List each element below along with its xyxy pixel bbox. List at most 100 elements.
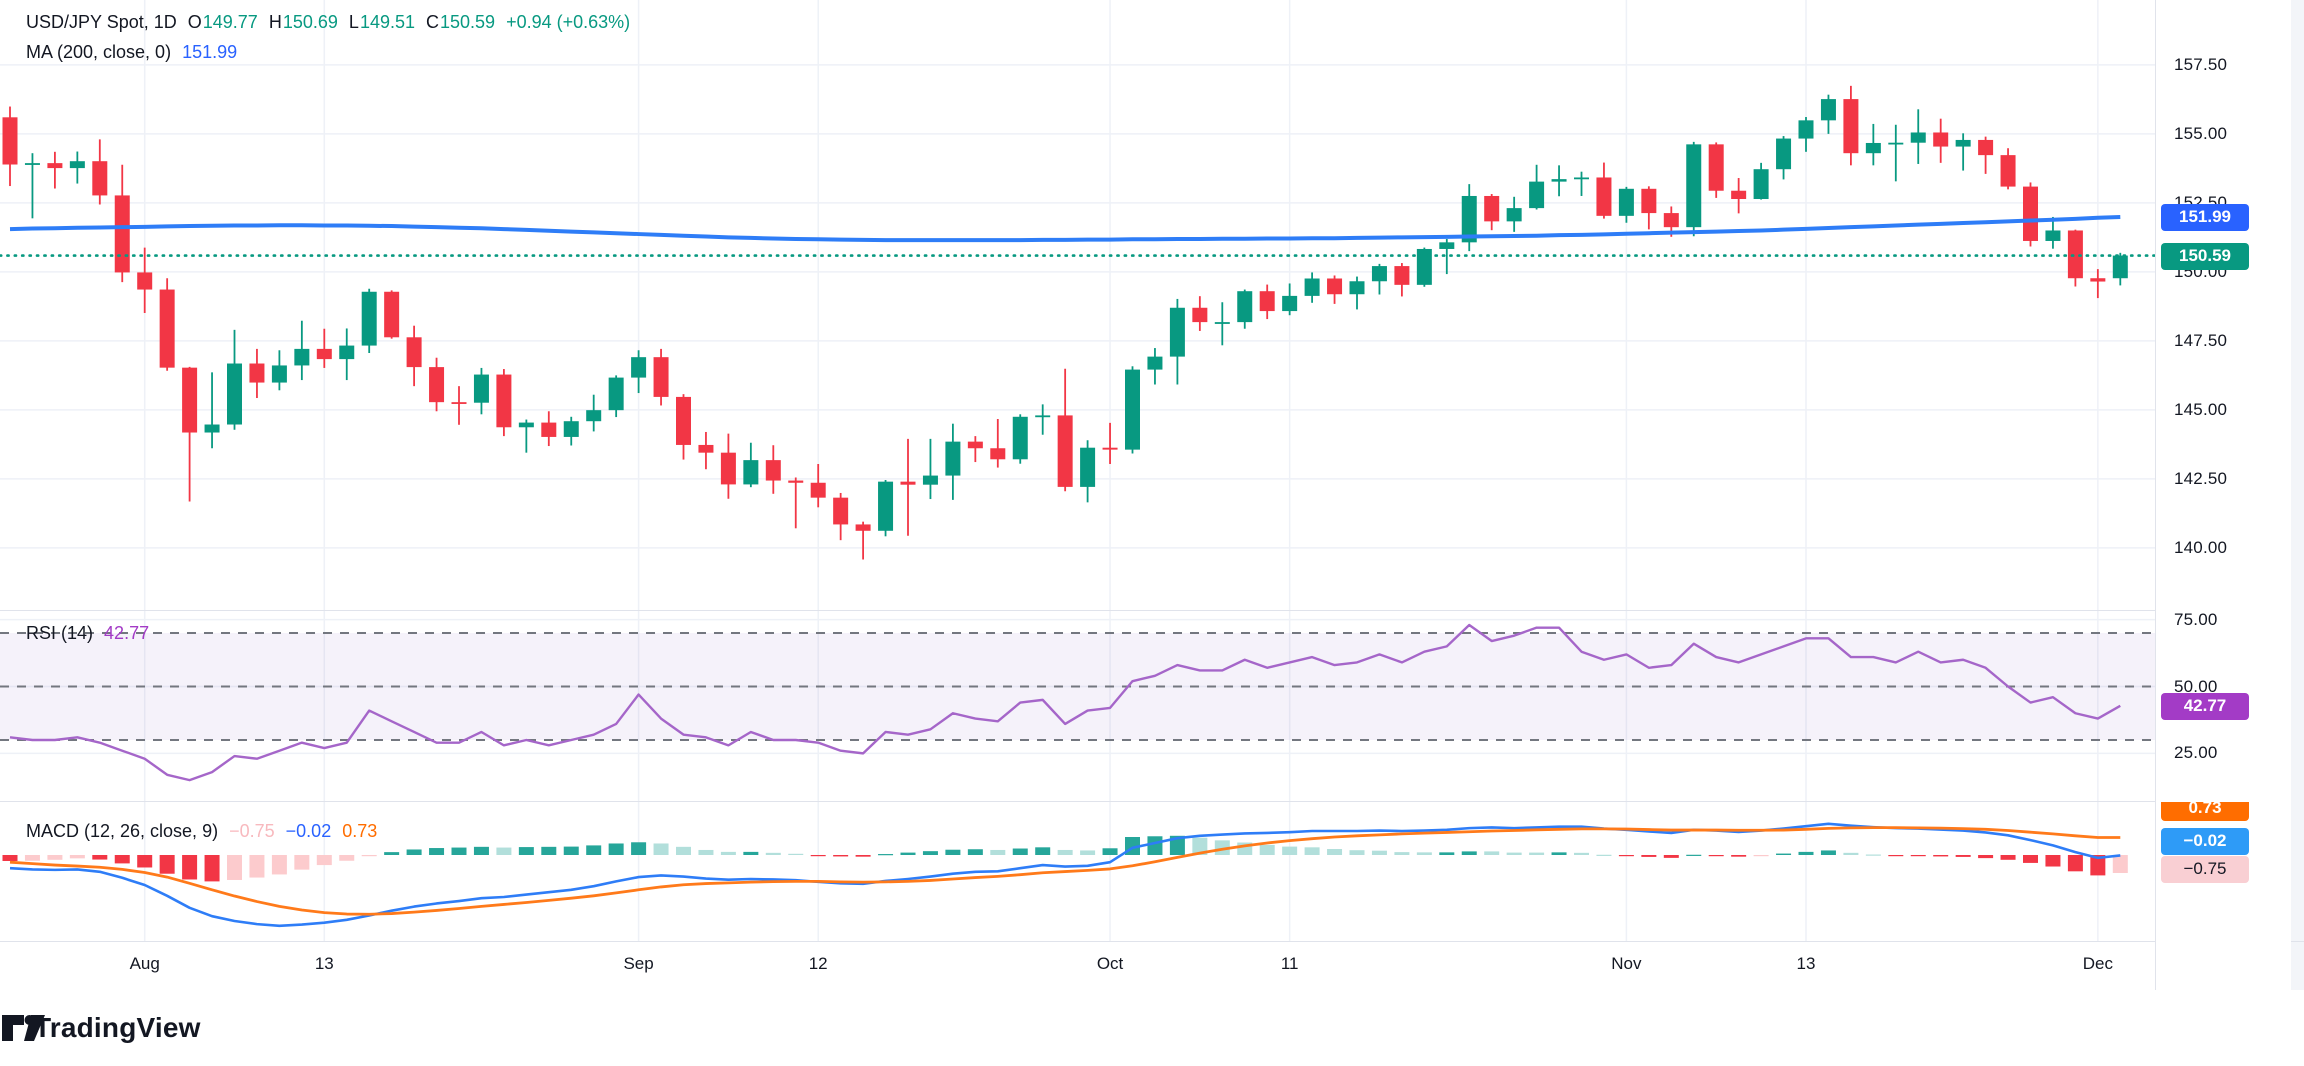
hist-bar xyxy=(316,855,332,866)
hist-bar xyxy=(137,855,153,868)
candle-body xyxy=(967,441,983,449)
change-value: +0.94 (+0.63%) xyxy=(506,12,631,32)
candle-body xyxy=(563,421,579,437)
macd-signal-line xyxy=(9,826,2121,916)
symbol-legend[interactable]: USD/JPY Spot, 1D O149.77 H150.69 L149.51… xyxy=(26,9,636,35)
macd-pane[interactable] xyxy=(0,801,2155,941)
candle-body xyxy=(1214,322,1230,324)
candle-body xyxy=(1641,188,1657,214)
candle-body xyxy=(922,475,938,485)
hist-bar xyxy=(1933,855,1949,857)
candle-body xyxy=(1349,281,1365,295)
hist-bar xyxy=(1169,835,1185,855)
candle-body xyxy=(1484,195,1500,222)
candle-body xyxy=(451,402,467,404)
candle-body xyxy=(159,289,175,368)
candle-body xyxy=(1416,248,1432,285)
hist-bar xyxy=(1327,849,1343,855)
time-tick-label: Oct xyxy=(1096,954,1124,973)
price-scale-axis[interactable]: 157.50 155.00 152.50 150.00 147.50 145.00 142.… xyxy=(2155,0,2291,990)
candle-body xyxy=(878,481,894,531)
hist-bar xyxy=(1259,844,1275,855)
pane-separator-2[interactable] xyxy=(0,801,2304,802)
hist-bar xyxy=(900,852,916,855)
hist-bar xyxy=(608,843,624,855)
candle-body xyxy=(900,481,916,485)
hist-bar xyxy=(92,855,108,860)
candle-body xyxy=(1820,99,1836,121)
time-tick-label: 11 xyxy=(1280,954,1299,973)
hist-bar xyxy=(720,851,736,855)
hist-bar xyxy=(922,851,938,855)
candle-body xyxy=(1753,169,1769,200)
candle-body xyxy=(2112,255,2128,279)
open-label: O xyxy=(187,12,202,32)
price-badge: 42.77 xyxy=(2161,692,2249,720)
axis-tick-label: 75.00 xyxy=(2174,609,2218,629)
candle-body xyxy=(2090,278,2106,282)
tradingview-logo[interactable]: TradingView xyxy=(2,1012,201,1044)
hist-bar xyxy=(1551,852,1567,855)
hist-bar xyxy=(1214,840,1230,855)
pane-separator-1[interactable] xyxy=(0,610,2304,611)
candle-body xyxy=(204,424,220,433)
hist-bar xyxy=(473,846,489,855)
candle-body xyxy=(1776,138,1792,170)
candle-body xyxy=(1596,177,1612,216)
hist-bar xyxy=(114,855,130,864)
chart-plot-area[interactable]: USD/JPY Spot, 1D O149.77 H150.69 L149.51… xyxy=(0,0,2155,941)
hist-bar xyxy=(1102,848,1118,855)
price-badge: −0.75 xyxy=(2161,855,2249,883)
candle-body xyxy=(1057,415,1073,487)
candle-body xyxy=(833,497,849,525)
candle-body xyxy=(1461,195,1477,243)
time-scale-axis[interactable]: Aug 13 Sep 12 Oct 11 Nov 13 Dec xyxy=(0,941,2155,990)
rsi-value: 42.77 xyxy=(104,623,150,643)
candle-body xyxy=(1169,307,1185,357)
rsi-pane[interactable] xyxy=(0,610,2155,801)
candles-group xyxy=(2,85,2128,560)
hist-bar xyxy=(2000,855,2016,860)
hist-bar xyxy=(1371,850,1387,855)
candle-body xyxy=(69,161,85,169)
candle-body xyxy=(473,374,489,403)
price-pane[interactable] xyxy=(0,0,2155,610)
candle-body xyxy=(1618,188,1634,216)
macd-legend[interactable]: MACD (12, 26, close, 9) −0.75 −0.02 0.73 xyxy=(26,818,383,844)
macd-signal-value: 0.73 xyxy=(342,821,378,841)
candle-body xyxy=(1282,295,1298,312)
hist-bar xyxy=(698,849,714,855)
time-tick-label: 12 xyxy=(808,954,828,973)
hist-bar xyxy=(1416,852,1432,855)
hist-bar xyxy=(945,849,961,855)
price-badge: 151.99 xyxy=(2161,203,2249,231)
candle-body xyxy=(249,363,265,383)
hist-bar xyxy=(1820,850,1836,855)
hist-bar xyxy=(676,846,691,855)
candle-body xyxy=(1933,132,1949,147)
rsi-line xyxy=(9,623,2121,782)
hist-bar xyxy=(833,855,849,857)
candle-body xyxy=(271,365,287,383)
time-tick-label: 13 xyxy=(314,954,334,973)
candle-body xyxy=(406,337,422,368)
macd-hist-value: −0.75 xyxy=(229,821,275,841)
close-value: 150.59 xyxy=(440,12,496,32)
symbol-title[interactable]: USD/JPY Spot, 1D xyxy=(26,12,177,32)
candle-body xyxy=(339,345,355,360)
hist-bar xyxy=(855,855,871,857)
candle-body xyxy=(518,422,534,428)
ma-legend[interactable]: MA (200, close, 0) 151.99 xyxy=(26,39,243,65)
hist-bar xyxy=(361,855,377,857)
rsi-legend[interactable]: RSI (14) 42.77 xyxy=(26,620,155,646)
hist-bar xyxy=(1955,855,1971,857)
candle-body xyxy=(720,452,736,485)
candle-body xyxy=(2000,155,2016,187)
hist-bar xyxy=(765,852,781,855)
candle-body xyxy=(1686,144,1702,228)
hist-bar xyxy=(518,847,534,855)
hist-bar xyxy=(1506,852,1522,855)
candle-body xyxy=(24,163,40,165)
tradingview-logo-icon xyxy=(2,1015,45,1041)
